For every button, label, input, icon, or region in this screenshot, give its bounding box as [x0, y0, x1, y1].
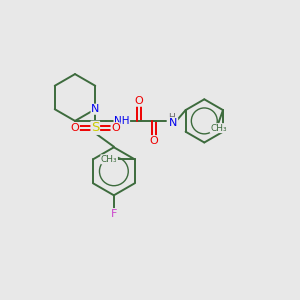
Text: CH₃: CH₃	[101, 155, 118, 164]
Text: H: H	[168, 113, 175, 122]
Text: F: F	[111, 208, 117, 219]
Text: O: O	[135, 96, 144, 106]
Text: O: O	[150, 136, 159, 146]
Text: N: N	[91, 104, 100, 114]
Text: S: S	[91, 121, 100, 134]
Text: O: O	[70, 123, 79, 133]
Text: O: O	[111, 123, 120, 133]
Text: NH: NH	[114, 116, 130, 126]
Text: CH₃: CH₃	[210, 124, 227, 133]
Text: N: N	[169, 118, 178, 128]
